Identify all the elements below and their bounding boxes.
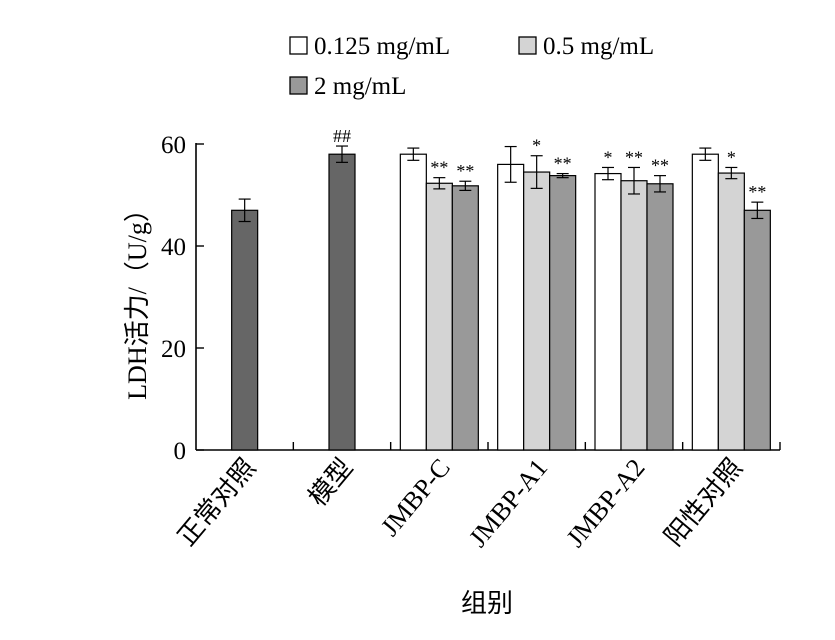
significance-label: ** [748,182,766,202]
bar [328,153,356,451]
legend-label-2: 2 mg/mL [314,73,406,100]
bar [523,171,551,451]
category-labels: 正常对照 模型 JMBP-C JMBP-A1 JMBP-A2 阳性对照 [172,453,748,552]
category-label: JMBP-C [375,453,456,541]
bar [451,185,479,451]
significance-label: * [532,136,541,156]
significance-label: ** [456,161,474,181]
legend-swatch-0 [289,36,308,55]
bar [646,183,674,451]
bar [497,163,525,451]
axes: 0 20 40 60 [161,132,781,465]
significance-label: * [727,147,736,167]
y-tick-label: 40 [161,234,186,261]
legend: 0.125 mg/mL 0.5 mg/mL 2 mg/mL [289,33,654,100]
y-tick-label: 20 [161,336,186,363]
legend-swatch-1 [518,36,537,55]
significance-label: ** [554,154,572,174]
legend-label-0: 0.125 mg/mL [314,33,450,60]
bar [743,209,771,451]
bar [717,172,745,451]
legend-label-1: 0.5 mg/mL [543,33,654,60]
y-tick-label: 60 [161,132,186,159]
category-label: JMBP-A2 [561,453,651,552]
category-label: 正常对照 [172,453,261,551]
category-label: 模型 [303,453,359,511]
significance-label: ** [625,147,643,167]
significance-label: * [604,147,613,167]
bar [620,180,648,451]
bar [399,153,427,451]
bar [594,172,622,451]
significance-label: ## [333,126,351,146]
bar [691,153,719,451]
category-label: JMBP-A1 [463,453,553,552]
bar [231,209,259,451]
bar [549,175,577,451]
bars: ##****** *** ** **** [231,126,771,451]
legend-swatch-2 [289,76,308,95]
category-label: 阳性对照 [659,453,748,551]
significance-label: ** [651,156,669,176]
y-axis-title: LDH活力/（U/g） [123,196,152,400]
y-tick-label: 0 [174,438,187,465]
bar [425,182,453,451]
significance-label: ** [430,158,448,178]
x-axis-title: 组别 [461,589,513,618]
